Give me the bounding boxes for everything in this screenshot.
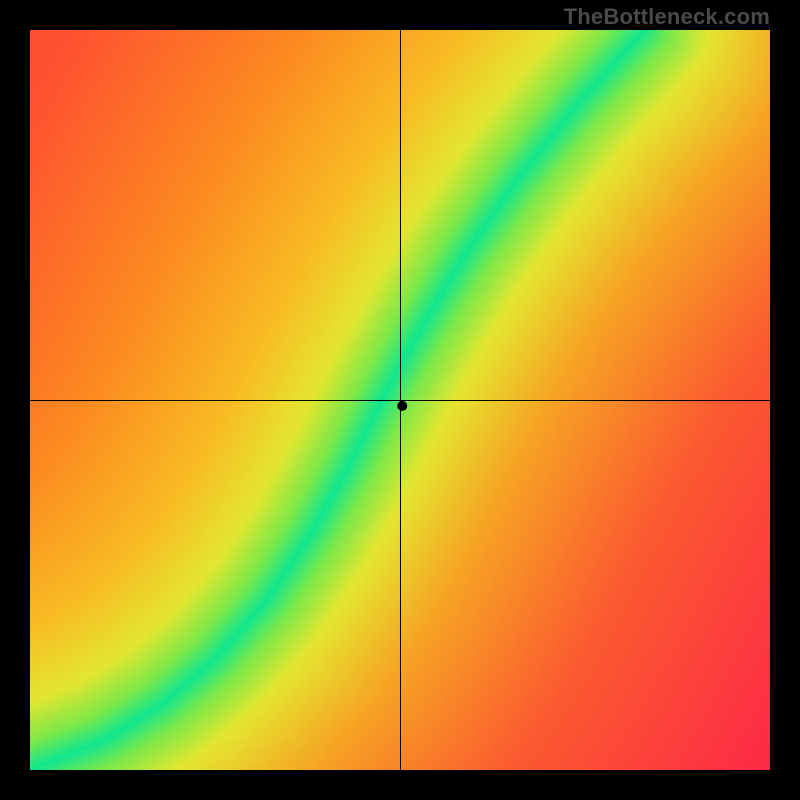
attribution-text: TheBottleneck.com — [564, 4, 770, 30]
heatmap-canvas — [30, 30, 770, 770]
